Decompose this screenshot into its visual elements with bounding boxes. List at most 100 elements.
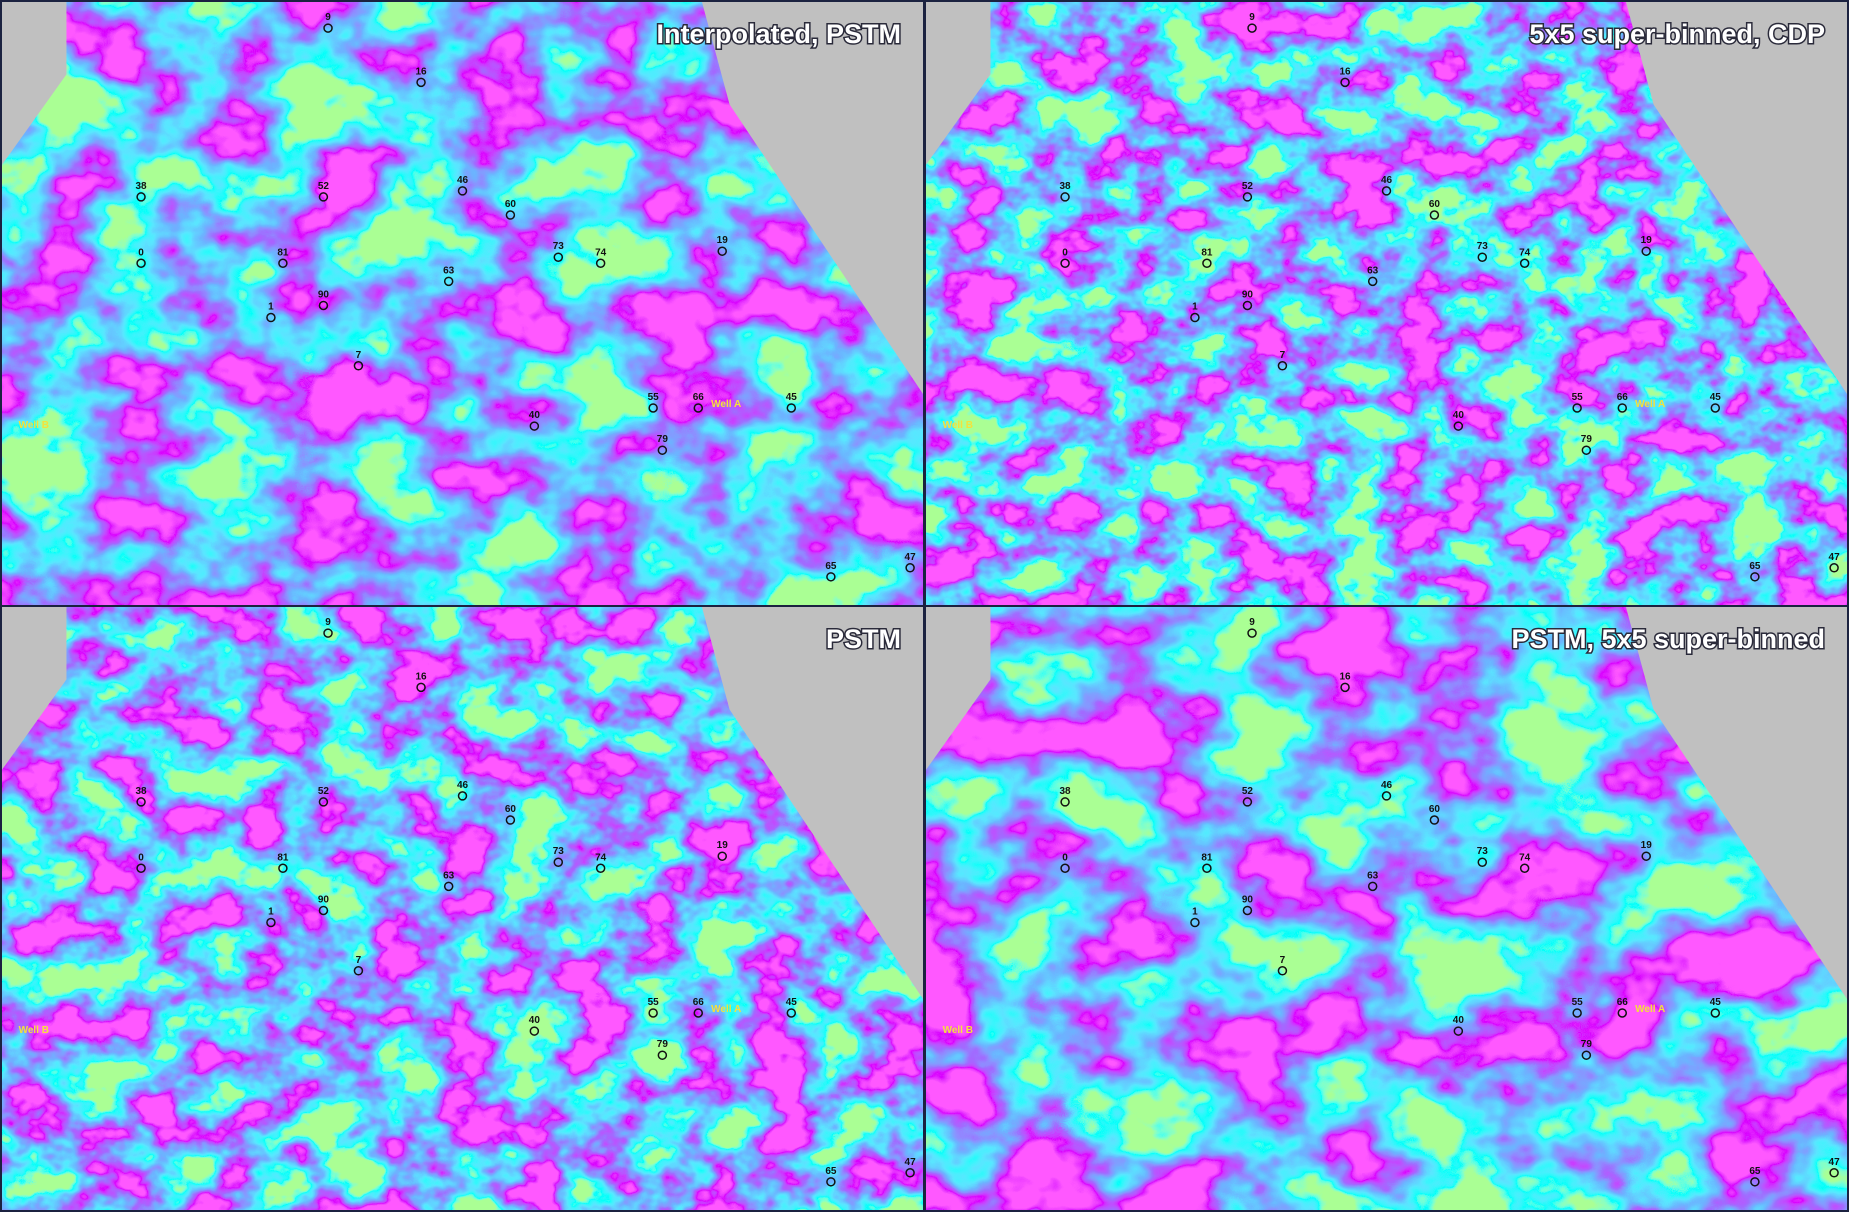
well-label: 45 <box>786 392 798 403</box>
well-label: 0 <box>1062 852 1068 863</box>
well-label: 79 <box>657 1039 669 1050</box>
panel-title: PSTM, 5x5 super-binned <box>1511 624 1825 654</box>
well-label: 81 <box>277 247 289 258</box>
well-label: 45 <box>1710 997 1722 1008</box>
well-label: 73 <box>1477 241 1489 252</box>
well-label: 0 <box>1062 247 1068 258</box>
well-label: Well A <box>1635 399 1665 410</box>
well-label: 52 <box>318 181 330 192</box>
well-label: 40 <box>529 410 541 421</box>
well-label: 55 <box>1572 392 1584 403</box>
well-label: 52 <box>1242 786 1254 797</box>
well-label: 19 <box>1641 235 1653 246</box>
well-label: 7 <box>1280 955 1286 966</box>
well-label: 1 <box>1192 302 1198 313</box>
well-label: 66 <box>1617 392 1629 403</box>
well-label: 47 <box>1829 1157 1841 1168</box>
well-label: 81 <box>1201 247 1213 258</box>
well-label: 73 <box>1477 846 1489 857</box>
well-label: Well B <box>943 420 973 431</box>
well-label: 45 <box>786 997 798 1008</box>
well-label: 90 <box>1242 894 1254 905</box>
well-label: 40 <box>1453 1015 1465 1026</box>
well-label: 74 <box>1519 852 1531 863</box>
well-label: 0 <box>138 852 144 863</box>
well-label: 65 <box>825 1166 837 1177</box>
well-label: Well A <box>711 1004 741 1015</box>
well-label: 46 <box>457 780 469 791</box>
figure: 916380528146606390177374195566Well A4540… <box>0 0 1849 1212</box>
well-label: Well B <box>19 420 49 431</box>
well-label: 73 <box>553 846 565 857</box>
well-label: 9 <box>325 617 331 628</box>
well-label: 79 <box>657 434 669 445</box>
well-label: 47 <box>905 552 917 563</box>
well-label: 19 <box>717 235 729 246</box>
well-label: 79 <box>1581 434 1593 445</box>
well-label: 19 <box>717 840 729 851</box>
well-label: 65 <box>825 561 837 572</box>
well-label: 7 <box>356 350 362 361</box>
well-label: 46 <box>457 175 469 186</box>
well-label: 9 <box>325 12 331 23</box>
well-label: 66 <box>693 392 705 403</box>
well-label: 38 <box>136 181 148 192</box>
well-label: 63 <box>443 265 455 276</box>
panel-title: Interpolated, PSTM <box>656 19 901 49</box>
well-label: 63 <box>1367 265 1379 276</box>
well-label: 60 <box>505 199 517 210</box>
panel: 916380528146606390177374195566Well A4540… <box>2 2 923 605</box>
well-label: 55 <box>1572 997 1584 1008</box>
well-label: 40 <box>1453 410 1465 421</box>
well-label: 1 <box>268 907 274 918</box>
well-label: 40 <box>529 1015 541 1026</box>
well-label: 74 <box>595 247 607 258</box>
well-label: 65 <box>1749 1166 1761 1177</box>
well-label: 46 <box>1381 175 1393 186</box>
well-label: Well A <box>1635 1004 1665 1015</box>
well-label: Well B <box>943 1025 973 1036</box>
well-label: 90 <box>318 894 330 905</box>
well-label: 66 <box>1617 997 1629 1008</box>
well-label: 38 <box>1060 786 1072 797</box>
well-label: 81 <box>277 852 289 863</box>
well-label: 66 <box>693 997 705 1008</box>
well-label: 7 <box>356 955 362 966</box>
well-label: 47 <box>1829 552 1841 563</box>
well-label: 60 <box>1429 199 1441 210</box>
well-label: 55 <box>648 997 660 1008</box>
well-label: 74 <box>1519 247 1531 258</box>
well-label: 65 <box>1749 561 1761 572</box>
well-label: 47 <box>905 1157 917 1168</box>
well-label: 46 <box>1381 780 1393 791</box>
well-label: 16 <box>415 671 427 682</box>
well-label: 7 <box>1280 350 1286 361</box>
well-label: 63 <box>1367 870 1379 881</box>
well-label: 16 <box>1339 671 1351 682</box>
well-label: 60 <box>505 804 517 815</box>
well-label: 52 <box>318 786 330 797</box>
well-label: 16 <box>415 66 427 77</box>
well-label: 1 <box>268 302 274 313</box>
well-label: 81 <box>1201 852 1213 863</box>
well-label: 74 <box>595 852 607 863</box>
well-label: 90 <box>1242 289 1254 300</box>
well-label: 9 <box>1249 12 1255 23</box>
well-label: 38 <box>136 786 148 797</box>
well-label: 73 <box>553 241 565 252</box>
well-label: 60 <box>1429 804 1441 815</box>
panel-title: 5x5 super-binned, CDP <box>1529 19 1825 49</box>
well-label: 0 <box>138 247 144 258</box>
well-label: 19 <box>1641 840 1653 851</box>
well-label: 1 <box>1192 907 1198 918</box>
well-label: 52 <box>1242 181 1254 192</box>
well-label: Well B <box>19 1025 49 1036</box>
well-label: Well A <box>711 399 741 410</box>
panel-title: PSTM <box>826 624 901 654</box>
well-label: 55 <box>648 392 660 403</box>
well-label: 16 <box>1339 66 1351 77</box>
well-label: 38 <box>1060 181 1072 192</box>
